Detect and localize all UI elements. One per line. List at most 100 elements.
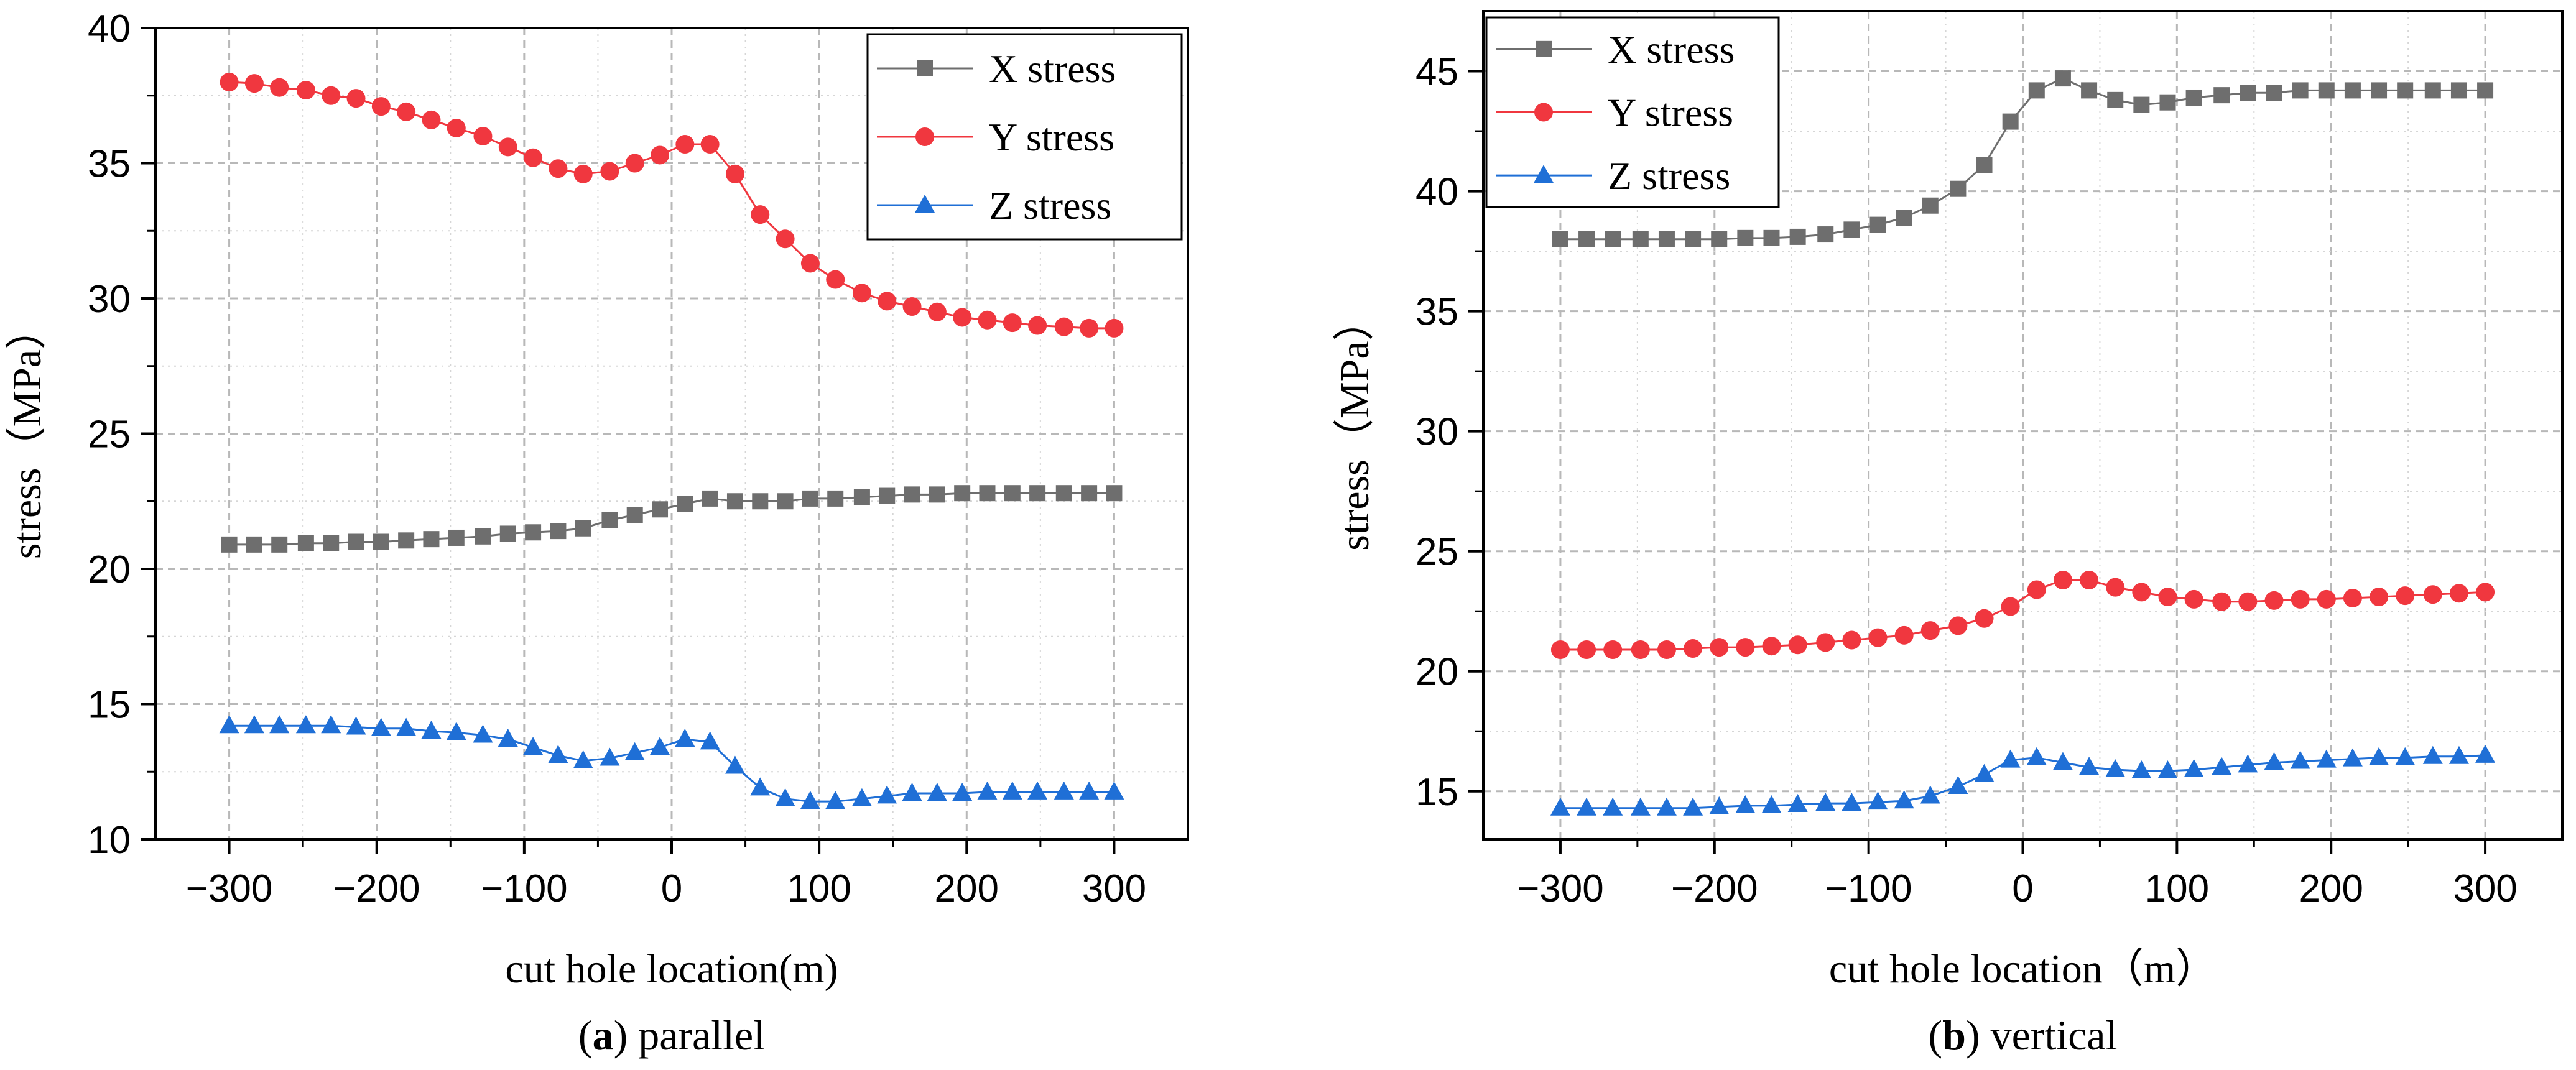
data-point-z-stress: [321, 715, 341, 734]
data-point-x-stress: [726, 493, 743, 510]
legend-marker-x-stress: [1536, 40, 1552, 57]
data-point-x-stress: [904, 486, 920, 503]
data-point-x-stress: [348, 533, 364, 550]
data-point-z-stress: [775, 788, 795, 806]
data-point-y-stress: [2053, 571, 2072, 590]
legend-marker-x-stress: [917, 60, 933, 76]
data-point-y-stress: [725, 164, 744, 183]
data-point-z-stress: [725, 755, 745, 774]
data-point-y-stress: [2027, 580, 2046, 599]
data-point-y-stress: [1080, 318, 1099, 338]
data-point-x-stress: [2292, 82, 2309, 99]
legend-label-y-stress: Y stress: [989, 115, 1114, 159]
data-point-y-stress: [2396, 586, 2415, 606]
x-tick-label: −300: [186, 867, 273, 910]
data-point-x-stress: [601, 512, 618, 528]
data-point-z-stress: [1815, 793, 1836, 811]
data-point-x-stress: [2054, 70, 2071, 87]
data-point-z-stress: [750, 777, 771, 796]
data-point-z-stress: [1603, 797, 1623, 816]
legend-marker-z-stress: [1534, 165, 1554, 183]
data-point-z-stress: [700, 731, 720, 750]
data-point-x-stress: [777, 493, 794, 510]
y-tick-label: 45: [1415, 51, 1458, 94]
data-point-x-stress: [1055, 485, 1072, 502]
data-point-x-stress: [323, 535, 340, 551]
x-tick-label: −200: [333, 867, 420, 910]
data-point-y-stress: [1577, 640, 1596, 659]
data-point-y-stress: [1868, 628, 1888, 647]
data-point-y-stress: [1894, 625, 1914, 645]
data-point-x-stress: [929, 486, 945, 503]
data-point-z-stress: [1630, 797, 1651, 816]
data-point-y-stress: [2132, 583, 2151, 602]
data-point-x-stress: [2133, 96, 2150, 113]
panel-b-vertical: −300 −200 −100 0 100 200 300 15 20 25 30 35 40 45 cut …: [1332, 10, 2564, 1059]
data-point-z-stress: [2422, 745, 2443, 764]
x-tick-label: 300: [1082, 867, 1146, 910]
data-point-x-stress: [1737, 229, 1754, 246]
data-point-z-stress: [1104, 781, 1124, 800]
legend-label-x-stress: X stress: [1608, 27, 1735, 71]
data-point-x-stress: [979, 485, 996, 502]
data-point-x-stress: [2477, 82, 2494, 99]
data-point-x-stress: [2318, 82, 2335, 99]
data-point-y-stress: [1842, 630, 1861, 650]
data-point-y-stress: [244, 74, 264, 93]
data-point-z-stress: [2000, 749, 2021, 768]
data-point-z-stress: [1054, 781, 1074, 800]
data-point-x-stress: [2107, 91, 2124, 108]
data-point-z-stress: [1002, 781, 1022, 800]
data-point-x-stress: [448, 529, 465, 546]
data-point-y-stress: [927, 302, 947, 321]
x-tick-label: 100: [2145, 867, 2209, 910]
data-point-y-stress: [1816, 633, 1835, 652]
series-y-stress: [1550, 571, 2495, 659]
data-point-y-stress: [826, 270, 845, 289]
data-point-x-stress: [677, 496, 693, 512]
data-point-y-stress: [978, 310, 997, 330]
y-tick-label: 25: [1415, 531, 1458, 574]
data-point-z-stress: [446, 722, 466, 740]
data-point-y-stress: [878, 292, 897, 311]
data-point-x-stress: [1685, 231, 1702, 247]
data-point-z-stress: [2290, 750, 2310, 769]
data-point-y-stress: [1550, 640, 1570, 659]
data-point-y-stress: [2158, 588, 2177, 607]
data-point-z-stress: [421, 721, 442, 739]
data-point-z-stress: [2342, 748, 2363, 767]
data-point-y-stress: [1736, 638, 1755, 657]
data-point-z-stress: [346, 716, 366, 735]
data-point-y-stress: [270, 78, 289, 97]
data-point-x-stress: [246, 536, 262, 553]
data-point-y-stress: [422, 110, 441, 129]
data-point-z-stress: [219, 715, 239, 734]
legend-marker-y-stress: [1534, 103, 1553, 122]
data-point-x-stress: [1658, 231, 1675, 247]
data-point-x-stress: [2240, 85, 2256, 101]
panel-caption: (b) vertical: [1929, 1012, 2118, 1059]
data-point-x-stress: [1081, 485, 1098, 502]
data-point-z-stress: [2105, 759, 2126, 778]
data-point-z-stress: [2395, 747, 2416, 765]
data-point-y-stress: [776, 229, 795, 249]
data-point-y-stress: [2080, 571, 2099, 590]
data-point-x-stress: [1869, 216, 1886, 233]
data-point-z-stress: [977, 781, 998, 800]
data-point-y-stress: [447, 118, 466, 137]
data-point-z-stress: [548, 745, 568, 763]
data-point-z-stress: [2475, 744, 2496, 763]
data-point-z-stress: [1550, 797, 1570, 816]
data-point-x-stress: [2424, 82, 2441, 99]
data-point-z-stress: [800, 791, 820, 809]
data-point-z-stress: [1735, 795, 1756, 813]
data-point-y-stress: [1684, 639, 1703, 658]
data-point-z-stress: [1894, 790, 1914, 809]
series-x-stress: [1552, 70, 2494, 247]
legend-label-z-stress: Z stress: [1608, 154, 1730, 198]
data-point-z-stress: [396, 717, 417, 736]
data-point-y-stress: [852, 284, 871, 303]
data-point-y-stress: [2238, 592, 2258, 611]
data-point-z-stress: [269, 715, 290, 734]
